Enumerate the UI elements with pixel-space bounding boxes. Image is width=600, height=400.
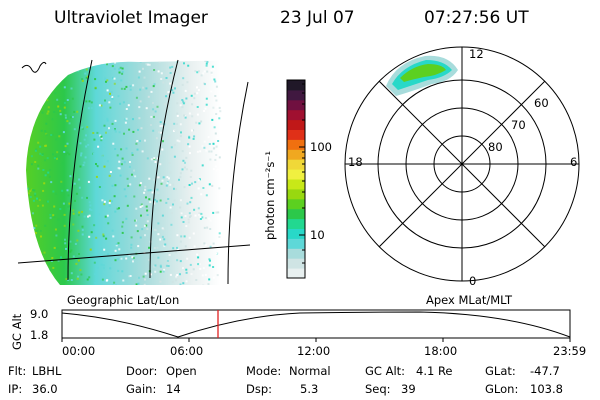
- status-gain-value: 14: [166, 382, 181, 396]
- colorbar-swatch: [287, 169, 305, 180]
- colorbar-swatch: [287, 80, 305, 91]
- emission-speckle: [26, 60, 222, 285]
- status-seq-value: 39: [401, 382, 416, 396]
- parallel-line: [17, 244, 251, 264]
- colorbar-swatch: [287, 179, 305, 190]
- status-dsp-label: Dsp:: [246, 382, 273, 396]
- status-dsp-value: 5.3: [300, 382, 319, 396]
- colorbar-swatch: [287, 129, 305, 140]
- status-glon-label: GLon:: [485, 382, 519, 396]
- app-title: Ultraviolet Imager: [54, 8, 208, 28]
- status-flt-label: Flt:: [8, 364, 27, 378]
- status-gcalt-value: 4.1 Re: [416, 364, 453, 378]
- colorbar-swatch: [287, 268, 305, 279]
- colorbar-swatch: [287, 208, 305, 220]
- colorbar-swatch: [287, 198, 305, 210]
- polar-grid: [344, 46, 580, 282]
- colorbar-swatch: [287, 238, 305, 249]
- lat-label-80: 80: [488, 140, 503, 154]
- colorbar-swatch: [287, 188, 305, 200]
- colorbar-swatch: [287, 139, 305, 150]
- colorbar-swatch: [287, 99, 305, 111]
- status-mode-label: Mode:: [246, 364, 282, 378]
- status-flt-value: LBHL: [32, 364, 62, 378]
- colorbar-swatch: [287, 149, 305, 160]
- colorbar-tick-label: 100: [310, 140, 332, 154]
- colorbar-swatch: [287, 159, 305, 170]
- mlt-label-18: 18: [348, 155, 363, 169]
- status-glat-value: -47.7: [530, 364, 560, 378]
- altitude-ytick: 1.8: [30, 328, 49, 342]
- altitude-xtick: 06:00: [170, 344, 204, 358]
- colorbar-frame: [286, 79, 306, 279]
- status-door-label: Door:: [126, 364, 158, 378]
- status-ip-value: 36.0: [32, 382, 58, 396]
- lat-label-70: 70: [511, 118, 526, 132]
- meridian-line: [149, 59, 179, 279]
- mlt-label-6: 6: [570, 155, 578, 169]
- meridian-line: [67, 59, 93, 281]
- colorbar-swatch: [287, 248, 305, 259]
- altitude-xtick: 18:00: [424, 344, 458, 358]
- colorbar-swatch: [287, 119, 305, 130]
- status-door-value: Open: [166, 364, 197, 378]
- altitude-ylabel: GC Alt: [10, 313, 24, 350]
- earth-disk-image: [26, 60, 222, 285]
- status-glon-value: 103.8: [530, 382, 563, 396]
- altitude-xtick: 12:00: [297, 344, 331, 358]
- status-glat-label: GLat:: [485, 364, 516, 378]
- altitude-plot-frame: [61, 309, 571, 339]
- status-ip-label: IP:: [8, 382, 23, 396]
- auroral-oval-patch: [386, 55, 458, 96]
- colorbar-swatch: [287, 218, 305, 229]
- date-label: 23 Jul 07: [280, 8, 355, 28]
- colorbar-tick-label: 10: [310, 228, 325, 242]
- altitude-xtick: 23:59: [553, 344, 587, 358]
- mlt-label-12: 12: [469, 47, 484, 61]
- polar-caption: Apex MLat/MLT: [426, 293, 513, 307]
- geo-caption: Geographic Lat/Lon: [67, 293, 180, 307]
- meridian-line: [227, 81, 249, 285]
- status-mode-value: Normal: [289, 364, 331, 378]
- altitude-ytick: 9.0: [30, 307, 49, 321]
- coastline-fragment: [21, 61, 47, 73]
- mlt-label-0: 0: [469, 274, 477, 288]
- status-gain-label: Gain:: [126, 382, 157, 396]
- colorbar-swatch: [287, 258, 305, 269]
- status-gcalt-label: GC Alt:: [365, 364, 406, 378]
- colorbar-ticks: [299, 83, 305, 264]
- status-seq-label: Seq:: [365, 382, 391, 396]
- altitude-x-ticks: [61, 338, 571, 342]
- altitude-curve: [61, 311, 571, 338]
- colorbar-swatch: [287, 109, 305, 121]
- colorbar-swatch: [287, 89, 305, 101]
- altitude-xtick: 00:00: [62, 344, 96, 358]
- time-label: 07:27:56 UT: [424, 8, 529, 28]
- lat-label-60: 60: [534, 96, 549, 110]
- colorbar-swatch: [287, 228, 305, 239]
